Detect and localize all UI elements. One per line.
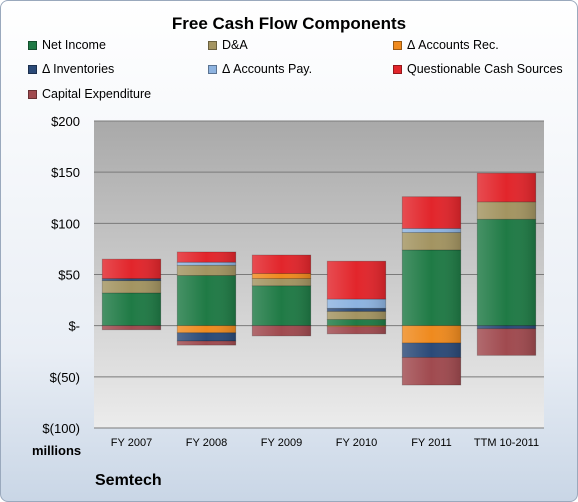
units-label: millions bbox=[32, 443, 82, 458]
company-label: Semtech bbox=[95, 472, 162, 489]
x-tick-label: FY 2009 bbox=[261, 437, 302, 449]
legend-label: Δ Inventories bbox=[42, 62, 115, 76]
bar-segment-shading bbox=[252, 285, 311, 326]
y-tick-label: $200 bbox=[51, 114, 80, 129]
bar-segment-shading bbox=[402, 325, 461, 344]
x-tick-label: FY 2011 bbox=[411, 437, 452, 449]
bar-segment-shading bbox=[102, 259, 161, 279]
y-tick-label: $50 bbox=[58, 268, 80, 283]
legend-label: Δ Accounts Pay. bbox=[222, 62, 313, 76]
bar-segment-shading bbox=[477, 201, 536, 220]
bar-segment-shading bbox=[102, 278, 161, 281]
bar-segment-shading bbox=[327, 326, 386, 334]
bar-segment-shading bbox=[327, 325, 386, 327]
y-tick-label: $(50) bbox=[50, 370, 80, 385]
legend-swatch bbox=[208, 40, 217, 50]
x-tick-label: FY 2008 bbox=[186, 437, 227, 449]
legend-label: D&A bbox=[222, 38, 248, 52]
bar-segment-shading bbox=[402, 357, 461, 386]
bar-segment-shading bbox=[477, 173, 536, 202]
legend-swatch bbox=[28, 40, 37, 50]
bar-segment-shading bbox=[402, 196, 461, 229]
legend-swatch bbox=[28, 89, 37, 99]
legend-item-net-income: Net Income bbox=[28, 37, 106, 53]
bar-segment-shading bbox=[327, 261, 386, 300]
bar-segment-shading bbox=[327, 311, 386, 320]
y-tick-label: $100 bbox=[51, 216, 80, 231]
legend-label: Capital Expenditure bbox=[42, 87, 152, 101]
bar-segment-shading bbox=[327, 299, 386, 309]
legend-item-d-a: D&A bbox=[208, 37, 248, 53]
bar-segment-shading bbox=[327, 308, 386, 312]
x-tick-label: TTM 10-2011 bbox=[474, 437, 539, 449]
bar-segment-shading bbox=[477, 219, 536, 326]
legend-swatch bbox=[208, 64, 217, 74]
x-tick-label: FY 2010 bbox=[336, 437, 377, 449]
chart-title: Free Cash Flow Components bbox=[171, 14, 407, 33]
bar-segment-shading bbox=[102, 325, 161, 330]
x-tick-label: FY 2007 bbox=[111, 437, 152, 449]
y-tick-label: $(100) bbox=[42, 421, 80, 436]
legend-swatch bbox=[393, 64, 402, 74]
legend-item-delta-inventories: Δ Inventories bbox=[28, 61, 114, 77]
legend-item-delta-accounts-rec: Δ Accounts Rec. bbox=[393, 37, 499, 53]
bar-segment-shading bbox=[252, 325, 311, 336]
bar-segment-shading bbox=[177, 332, 236, 342]
bar-segment-shading bbox=[102, 280, 161, 293]
bar-segment-shading bbox=[402, 343, 461, 358]
legend-swatch bbox=[28, 64, 37, 74]
legend-label: Δ Accounts Rec. bbox=[407, 38, 499, 52]
legend-label: Questionable Cash Sources bbox=[407, 62, 563, 76]
bar-segment-shading bbox=[477, 328, 536, 356]
bar-segment-shading bbox=[402, 249, 461, 326]
bar-segment-shading bbox=[102, 292, 161, 326]
legend-swatch bbox=[393, 40, 402, 50]
y-tick-label: $- bbox=[68, 319, 80, 334]
bar-segment-shading bbox=[177, 325, 236, 333]
bar-segment-shading bbox=[252, 273, 311, 279]
bar-segment-shading bbox=[177, 275, 236, 326]
legend-item-delta-accounts-pay: Δ Accounts Pay. bbox=[208, 61, 312, 77]
bar-segment-shading bbox=[402, 228, 461, 233]
bar-segment-shading bbox=[177, 341, 236, 346]
bar-segment-shading bbox=[177, 251, 236, 263]
y-tick-label: $150 bbox=[51, 165, 80, 180]
bar-segment-shading bbox=[477, 325, 536, 329]
bar-segment-shading bbox=[402, 232, 461, 250]
bar-segment-shading bbox=[177, 262, 236, 266]
legend-label: Net Income bbox=[42, 38, 106, 52]
bar-segment-shading bbox=[327, 319, 386, 326]
legend-item-questionable-cash-sources: Questionable Cash Sources bbox=[393, 61, 563, 77]
legend-item-capital-expenditure: Capital Expenditure bbox=[28, 86, 151, 102]
bar-segment-shading bbox=[252, 278, 311, 286]
bar-segment-shading bbox=[252, 255, 311, 274]
bar-segment-shading bbox=[177, 265, 236, 276]
